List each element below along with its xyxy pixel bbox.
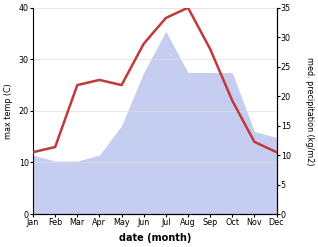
Y-axis label: med. precipitation (kg/m2): med. precipitation (kg/m2) bbox=[305, 57, 314, 165]
X-axis label: date (month): date (month) bbox=[119, 233, 191, 243]
Y-axis label: max temp (C): max temp (C) bbox=[4, 83, 13, 139]
